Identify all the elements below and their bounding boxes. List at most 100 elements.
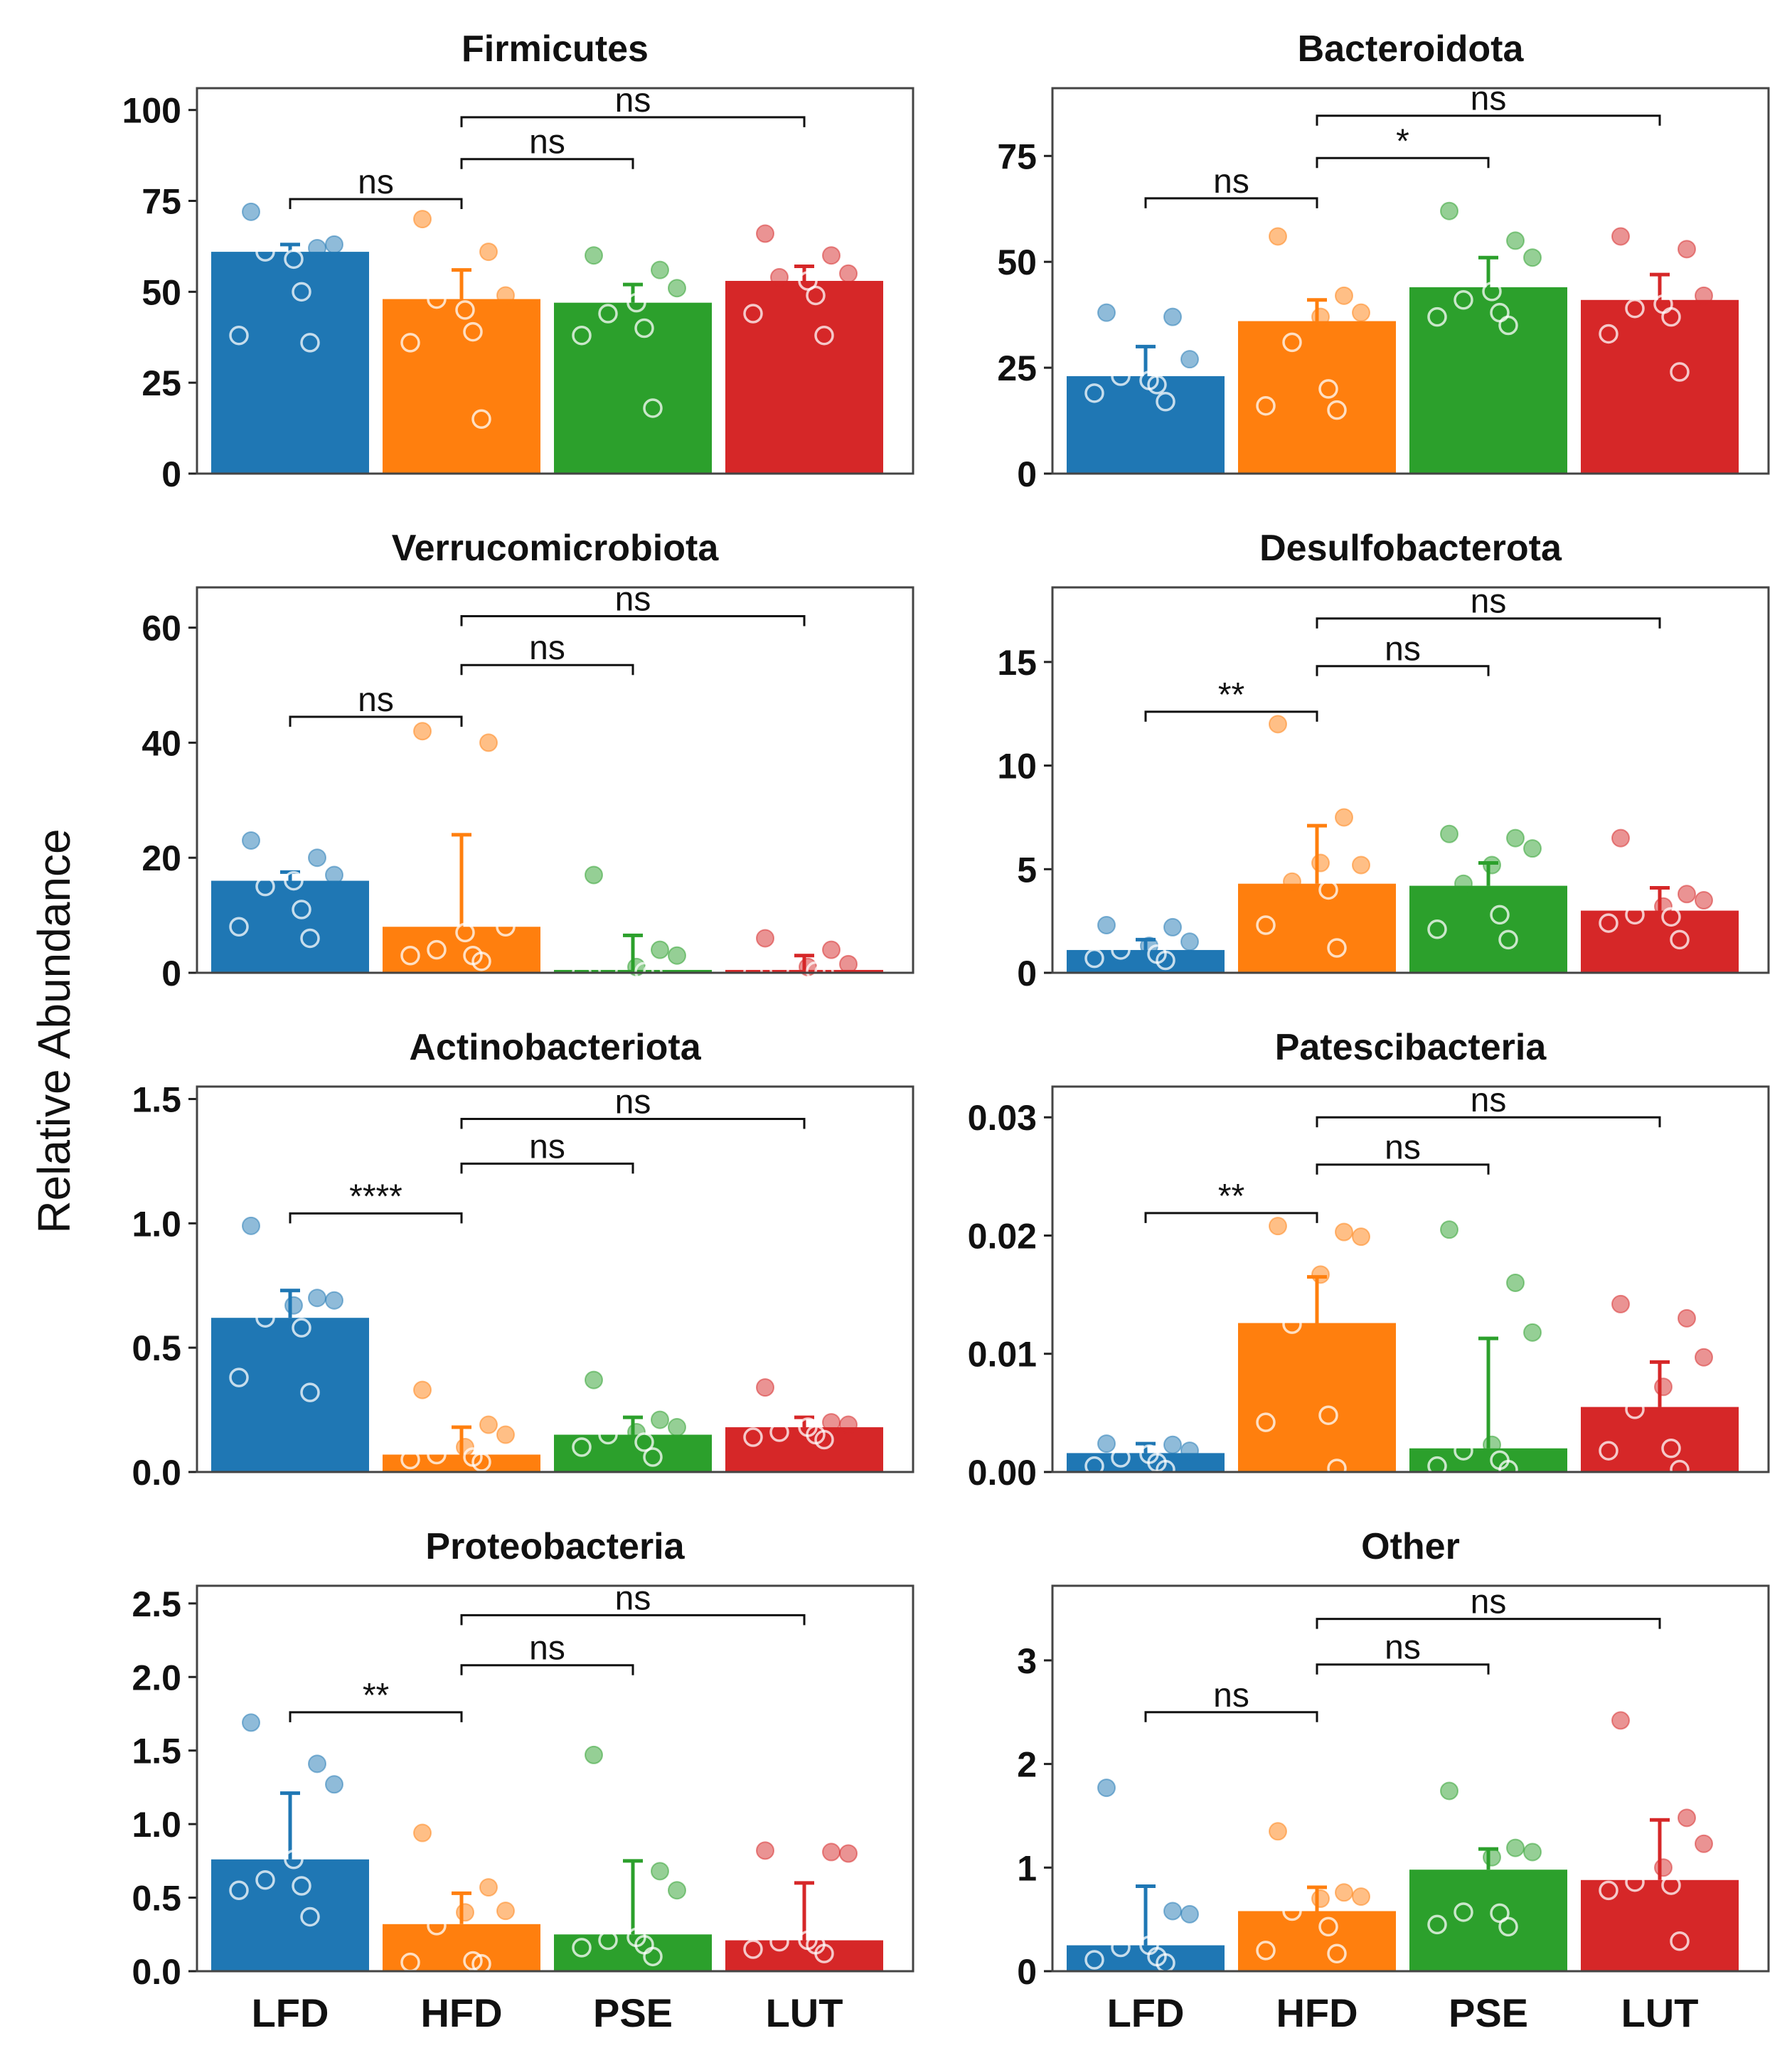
- data-point: [325, 235, 343, 254]
- data-point: [255, 876, 275, 897]
- data-point: [471, 1953, 491, 1974]
- data-point: [229, 325, 249, 346]
- data-point: [496, 1902, 515, 1921]
- data-point: [255, 242, 275, 262]
- data-point: [634, 961, 654, 982]
- bar-lfd: [211, 880, 369, 973]
- data-point: [1163, 1435, 1182, 1454]
- bar-pse: [554, 1434, 712, 1472]
- y-tick-label: 0: [1017, 1952, 1037, 1992]
- data-point: [1335, 286, 1353, 305]
- data-point: [1147, 375, 1167, 395]
- data-point: [242, 202, 260, 221]
- data-point: [572, 325, 592, 346]
- data-point: [839, 954, 858, 974]
- significance-label: *: [1396, 122, 1409, 160]
- data-point: [756, 224, 774, 243]
- data-point: [839, 1415, 858, 1434]
- y-tick-label: 0: [161, 954, 181, 993]
- data-point: [1611, 1711, 1630, 1730]
- data-point: [1111, 1448, 1131, 1468]
- significance-label: ns: [615, 82, 651, 119]
- y-tick-label: 5: [1017, 850, 1037, 890]
- data-point: [651, 1862, 669, 1881]
- significance-bracket: [460, 1614, 806, 1626]
- data-point: [756, 1378, 774, 1397]
- bar-lfd: [211, 1859, 369, 1971]
- data-point: [626, 292, 646, 313]
- data-point: [814, 1429, 834, 1450]
- y-tick-label: 0.00: [968, 1453, 1037, 1493]
- data-point: [325, 1291, 343, 1310]
- y-tick-label: 0.03: [968, 1098, 1037, 1138]
- significance-label: **: [1218, 1178, 1244, 1215]
- data-point: [1661, 1438, 1681, 1458]
- data-point: [1327, 1458, 1347, 1478]
- data-point: [1498, 929, 1518, 950]
- data-point: [1654, 1858, 1673, 1877]
- significance-bracket: [1144, 197, 1318, 208]
- data-point: [284, 1296, 303, 1315]
- data-point: [1440, 824, 1458, 843]
- data-point: [242, 1713, 260, 1732]
- x-tick-label: PSE: [593, 1990, 673, 2035]
- data-point: [1318, 379, 1338, 399]
- plot-frame: [196, 1085, 914, 1473]
- bar-lut: [725, 281, 883, 474]
- bar-lut: [725, 1940, 883, 1971]
- data-point: [1318, 1916, 1338, 1937]
- data-point: [1670, 1931, 1690, 1951]
- data-point: [1506, 1273, 1525, 1292]
- data-point: [1311, 853, 1330, 873]
- data-point: [1318, 1405, 1338, 1425]
- data-point: [1256, 1941, 1276, 1961]
- data-point: [634, 318, 654, 338]
- panel-patescibacteria: Patescibacteria 0.00 0.01 0.02 0.03 ** ns ns: [968, 1027, 1770, 1493]
- data-point: [1097, 303, 1116, 322]
- data-point: [1111, 1937, 1131, 1958]
- data-point: [229, 1367, 249, 1387]
- panel-desulfobacterota: Desulfobacterota 0 5 10 15 ** ns ns: [997, 528, 1770, 993]
- significance-label: **: [363, 1677, 389, 1714]
- bar-lut: [1581, 1407, 1739, 1472]
- significance-label: ns: [615, 580, 651, 618]
- data-point: [1163, 917, 1182, 937]
- data-point: [585, 246, 603, 265]
- panels: Firmicutes0255075100nsnsnsBacteroidota02…: [122, 28, 1770, 2035]
- data-point: [743, 1427, 763, 1447]
- data-point: [229, 917, 249, 937]
- y-tick-label: 1: [1017, 1848, 1037, 1888]
- data-point: [471, 409, 491, 430]
- panel-verrucomicrobiota: Verrucomicrobiota 0 20 40 60 ns ns ns: [142, 528, 914, 993]
- data-point: [1180, 1441, 1199, 1461]
- panel-title: Actinobacteriota: [409, 1027, 701, 1068]
- data-point: [668, 1881, 686, 1900]
- x-tick-label: PSE: [1449, 1990, 1528, 2035]
- data-point: [1454, 1441, 1473, 1461]
- bar-hfd: [383, 927, 540, 973]
- data-point: [400, 333, 420, 353]
- y-tick-label: 2: [1017, 1745, 1037, 1785]
- data-point: [292, 900, 311, 919]
- data-point: [668, 279, 686, 298]
- data-point: [479, 1878, 498, 1897]
- significance-bracket: [1144, 710, 1318, 722]
- data-point: [1661, 907, 1681, 927]
- significance-label: ns: [1213, 1677, 1249, 1714]
- data-point: [1654, 1377, 1673, 1397]
- bar-lfd: [211, 1318, 369, 1472]
- data-point: [643, 398, 663, 418]
- data-point: [255, 1308, 275, 1328]
- data-point: [1084, 1456, 1104, 1476]
- data-point: [1283, 872, 1301, 891]
- y-tick-label: 75: [997, 137, 1037, 176]
- data-point: [1269, 1822, 1287, 1841]
- data-point: [1180, 350, 1199, 369]
- data-point: [1695, 891, 1713, 910]
- bar-lfd: [1067, 1945, 1225, 1971]
- y-tick-label: 100: [122, 91, 181, 131]
- data-point: [1156, 1459, 1175, 1480]
- data-point: [1427, 1914, 1447, 1935]
- data-point: [756, 1841, 774, 1860]
